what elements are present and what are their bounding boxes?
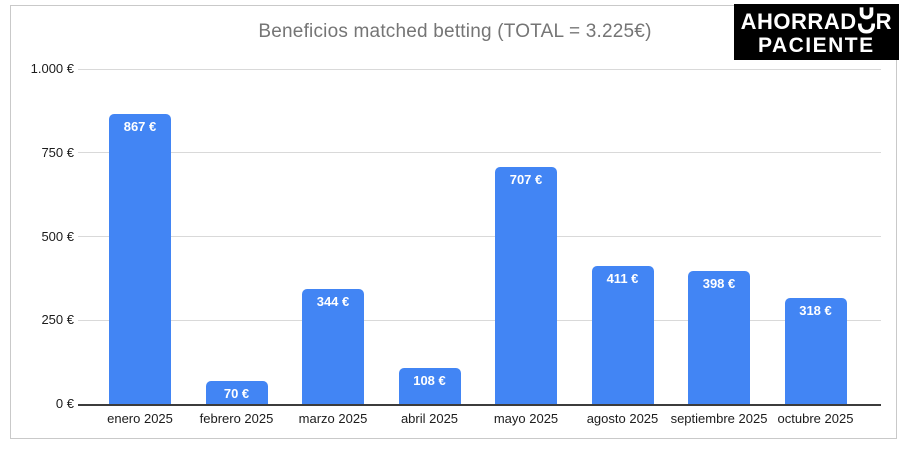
- stylized-o-icon: [857, 7, 875, 34]
- x-axis-label: marzo 2025: [298, 411, 368, 426]
- brand-logo-text-right: R: [875, 9, 892, 34]
- x-axis-label: abril 2025: [400, 411, 459, 426]
- bar-value-label: 344 €: [316, 293, 350, 309]
- gridline: [78, 68, 881, 70]
- x-axis-line: [78, 404, 881, 406]
- x-axis-label: mayo 2025: [493, 411, 559, 426]
- gridline: [78, 319, 881, 321]
- bar-value-label: 411 €: [606, 271, 639, 287]
- bar: 707 €: [495, 167, 557, 404]
- bar-value-label: 867 €: [123, 118, 157, 134]
- x-axis-label: agosto 2025: [586, 411, 659, 426]
- x-axis-label: enero 2025: [107, 411, 173, 426]
- brand-logo-line2: PACIENTE: [758, 34, 875, 57]
- y-axis-tick-label: 0 €: [55, 396, 74, 411]
- bar-value-label: 398 €: [702, 275, 736, 291]
- brand-logo-text-left: AHORRAD: [740, 9, 857, 34]
- x-axis-label: febrero 2025: [199, 411, 274, 426]
- bar: 411 €: [591, 266, 654, 404]
- bar: 398 €: [688, 270, 750, 404]
- y-axis-tick-label: 250 €: [41, 312, 74, 328]
- brand-logo: AHORRAD R PACIENTE: [733, 4, 899, 60]
- bar-value-label: 70 €: [223, 385, 250, 401]
- bar: 344 €: [302, 288, 364, 404]
- bar: 318 €: [784, 297, 847, 404]
- y-axis-tick-label: 1.000 €: [30, 61, 74, 76]
- bar-value-label: 318 €: [799, 302, 832, 318]
- gridline: [78, 152, 881, 154]
- gridline: [78, 236, 881, 237]
- x-axis-label: septiembre 2025: [670, 411, 768, 426]
- y-axis-tick-label: 500 €: [41, 228, 74, 244]
- x-axis-label: octubre 2025: [777, 411, 854, 426]
- bar: 70 €: [205, 380, 268, 404]
- bar-value-label: 707 €: [509, 172, 543, 188]
- bar: 108 €: [398, 367, 461, 404]
- brand-logo-line1: AHORRAD R: [741, 6, 892, 34]
- bar-value-label: 108 €: [413, 372, 446, 388]
- bar: 867 €: [109, 113, 171, 404]
- y-axis-tick-label: 750 €: [41, 144, 74, 160]
- chart-title: Beneficios matched betting (TOTAL = 3.22…: [258, 21, 652, 42]
